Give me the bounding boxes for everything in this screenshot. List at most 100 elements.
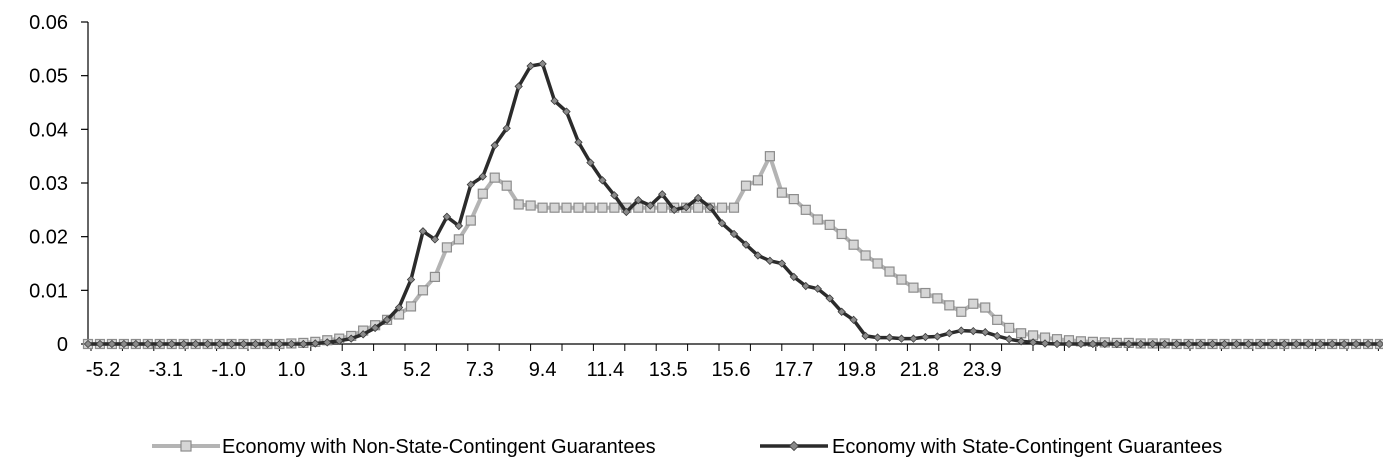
- data-point: [251, 339, 260, 349]
- series-line: [88, 154, 1380, 346]
- data-point: [824, 219, 835, 230]
- data-point: [1363, 339, 1373, 349]
- data-point: [646, 201, 655, 210]
- data-point: [1316, 339, 1325, 349]
- data-point: [681, 202, 691, 212]
- legend-label: Economy with Non-State-Contingent Guaran…: [222, 436, 656, 458]
- y-tick-label: 0.01: [29, 280, 68, 302]
- data-point: [729, 229, 739, 239]
- y-tick-label: 0.02: [29, 227, 68, 249]
- data-point: [896, 274, 907, 285]
- data-point: [1208, 339, 1217, 349]
- data-point: [957, 326, 966, 335]
- y-tick-label: 0.06: [29, 12, 68, 34]
- data-point: [908, 282, 919, 293]
- data-point: [1052, 339, 1062, 349]
- data-point: [227, 339, 236, 349]
- y-tick-label: 0.04: [29, 119, 68, 141]
- data-point: [1064, 339, 1074, 349]
- data-point: [1004, 335, 1014, 344]
- legend-marker: [788, 440, 800, 452]
- data-point: [1256, 339, 1265, 349]
- data-point: [562, 107, 571, 116]
- data-point: [1016, 328, 1027, 339]
- data-point: [1292, 339, 1301, 349]
- data-point: [1196, 339, 1205, 349]
- data-point: [765, 256, 775, 265]
- data-point: [873, 333, 882, 342]
- data-point: [1268, 339, 1277, 349]
- data-point: [752, 175, 764, 186]
- data-point: [513, 199, 524, 210]
- data-point: [1327, 339, 1337, 349]
- data-point: [801, 281, 810, 291]
- data-point: [358, 330, 368, 339]
- data-point: [585, 202, 596, 213]
- data-point: [550, 96, 559, 106]
- data-point: [740, 180, 752, 191]
- series-1: [82, 151, 1383, 350]
- data-point: [969, 326, 978, 336]
- series-2: [83, 59, 1383, 349]
- x-tick-label: -5.2: [86, 359, 120, 381]
- data-point: [777, 259, 787, 268]
- data-point: [406, 275, 416, 284]
- x-tick-label: 15.6: [712, 359, 751, 381]
- data-point: [861, 331, 870, 341]
- data-point: [1124, 339, 1133, 349]
- data-point: [1220, 339, 1229, 349]
- x-tick-label: 1.0: [277, 359, 305, 381]
- data-point: [1088, 339, 1098, 349]
- data-point: [980, 302, 991, 313]
- data-point: [155, 339, 164, 349]
- data-point: [693, 193, 703, 203]
- data-point: [275, 339, 284, 349]
- data-point: [932, 293, 943, 304]
- data-point: [1016, 337, 1026, 346]
- x-tick-label: 17.7: [774, 359, 813, 381]
- data-point: [1232, 339, 1241, 349]
- legend-label: Economy with State-Contingent Guarantees: [832, 436, 1222, 458]
- data-point: [417, 285, 429, 296]
- data-point: [597, 202, 608, 213]
- data-point: [657, 202, 668, 213]
- data-point: [693, 202, 704, 213]
- data-point: [836, 228, 847, 240]
- data-point: [1004, 322, 1015, 333]
- x-tick-label: 9.4: [529, 359, 557, 381]
- data-point: [215, 339, 224, 349]
- data-point: [860, 250, 871, 261]
- series-layer: [82, 59, 1383, 350]
- data-point: [514, 82, 523, 91]
- data-point: [549, 202, 560, 213]
- data-point: [526, 61, 535, 71]
- data-point: [776, 187, 787, 198]
- data-point: [107, 339, 117, 349]
- data-point: [335, 336, 344, 345]
- data-point: [573, 202, 584, 213]
- data-point: [441, 242, 452, 253]
- x-tick-label: 19.8: [837, 359, 876, 381]
- data-point: [501, 180, 512, 191]
- data-point: [992, 314, 1003, 325]
- data-point: [382, 315, 392, 325]
- data-point: [1184, 339, 1193, 349]
- data-point: [418, 227, 428, 236]
- data-point: [477, 188, 488, 199]
- data-point: [299, 339, 308, 349]
- data-point: [442, 212, 452, 221]
- data-point: [1100, 339, 1110, 349]
- data-point: [848, 239, 859, 250]
- data-point: [429, 271, 441, 283]
- data-point: [764, 151, 775, 162]
- data-point: [909, 334, 918, 343]
- data-point: [191, 339, 200, 349]
- data-point: [95, 339, 105, 349]
- data-point: [610, 191, 619, 200]
- data-point: [788, 194, 799, 205]
- data-point: [622, 207, 631, 217]
- data-point: [502, 124, 511, 133]
- data-point: [430, 235, 440, 244]
- data-point: [586, 158, 595, 167]
